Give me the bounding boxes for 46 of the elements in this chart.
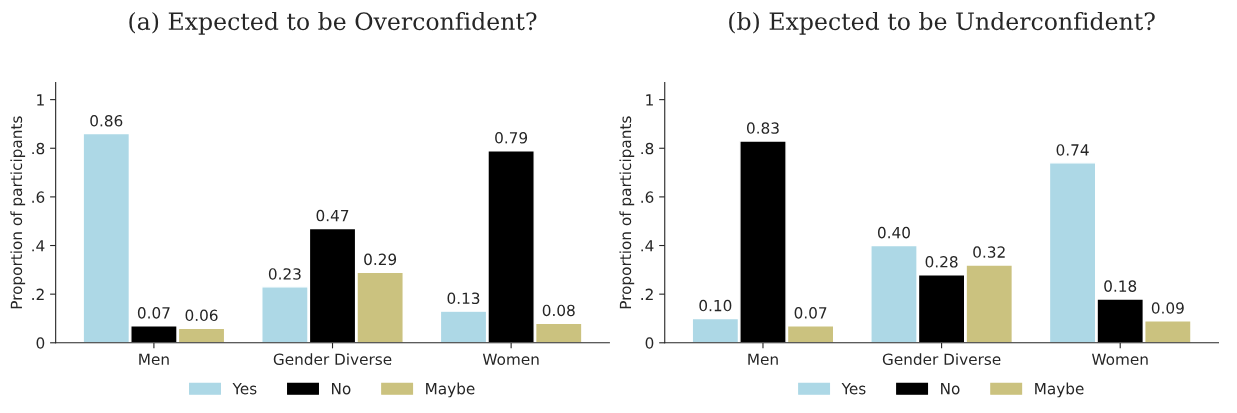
legend-label: Maybe: [1035, 382, 1084, 398]
y-tick-label: 1: [37, 94, 44, 106]
x-tick-label: Gender Diverse: [882, 353, 1001, 366]
chart-title: (a) Expected to be Overconfident?: [129, 11, 537, 35]
data-label: 0.13: [447, 292, 480, 305]
x-tick-label: Women: [482, 353, 539, 366]
legend-label: No: [941, 383, 960, 395]
data-label: 0.28: [925, 256, 958, 268]
data-label: 0.18: [1104, 280, 1137, 292]
y-tick-label: .2: [32, 288, 44, 300]
y-tick-label: .4: [32, 240, 45, 252]
y-tick-label: 0: [36, 337, 45, 349]
legend-label: Yes: [841, 383, 866, 395]
data-label: 0.74: [1056, 144, 1089, 156]
x-tick-label: Women: [1091, 353, 1148, 366]
data-label: 0.08: [542, 304, 575, 317]
y-axis-title: Proportion of participants: [10, 116, 26, 309]
data-label: 0.10: [699, 299, 732, 312]
x-tick-label: Men: [748, 353, 778, 366]
data-label: 0.29: [364, 253, 397, 266]
y-tick-label: .6: [32, 191, 45, 203]
data-label: 0.40: [877, 226, 910, 239]
data-label: 0.07: [137, 307, 170, 319]
data-label: 0.09: [1151, 302, 1184, 314]
data-label: 0.83: [746, 122, 779, 134]
y-tick-label: .6: [641, 191, 654, 203]
y-tick-label: .8: [32, 142, 45, 155]
legend-label: Yes: [232, 383, 257, 395]
y-tick-label: .2: [641, 288, 653, 300]
data-label: 0.32: [973, 246, 1005, 258]
legend-label: No: [332, 383, 351, 395]
data-label: 0.07: [794, 307, 827, 319]
y-tick-label: .4: [641, 240, 654, 252]
x-tick-label: Men: [139, 353, 169, 366]
data-label: 0.47: [316, 209, 349, 222]
data-label: 0.86: [90, 114, 123, 127]
y-tick-label: 0: [645, 337, 654, 349]
y-axis-title: Proportion of participants: [619, 116, 635, 309]
data-label: 0.23: [268, 268, 301, 280]
data-label: 0.79: [495, 132, 528, 144]
chart-title: (b) Expected to be Underconfident?: [729, 11, 1155, 35]
y-tick-label: 1: [646, 94, 653, 106]
x-tick-label: Gender Diverse: [273, 353, 392, 366]
data-label: 0.06: [185, 309, 218, 322]
legend-label: Maybe: [426, 382, 475, 398]
y-tick-label: .8: [641, 142, 654, 155]
